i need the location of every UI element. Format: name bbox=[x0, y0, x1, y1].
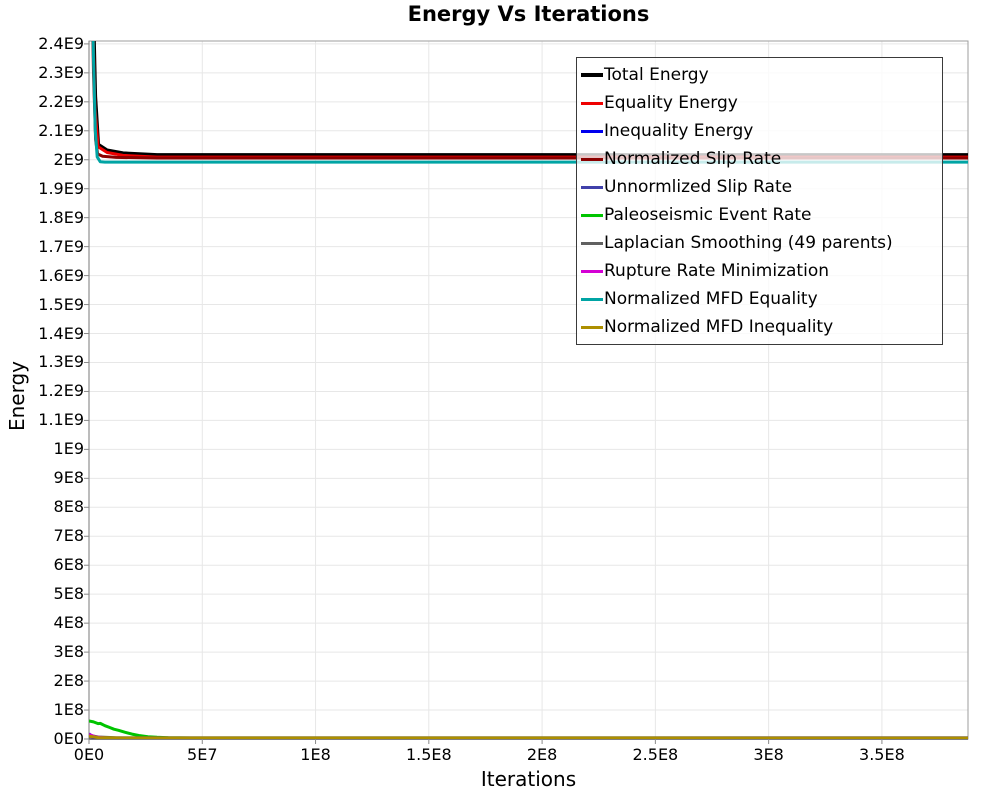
legend-item-rupture-rate-minimization: Rupture Rate Minimization bbox=[581, 257, 938, 285]
y-tick-label: 8E8 bbox=[53, 497, 84, 517]
x-tick-label: 2.5E8 bbox=[632, 745, 679, 764]
x-tick-label: 1.5E8 bbox=[405, 745, 452, 764]
legend-line-swatch-icon bbox=[581, 297, 603, 301]
legend-label: Total Energy bbox=[604, 65, 709, 85]
y-tick-label: 6E8 bbox=[53, 555, 84, 575]
legend-line-swatch-icon bbox=[581, 101, 603, 105]
legend-label: Unnormlized Slip Rate bbox=[604, 177, 793, 197]
y-tick-label: 1E8 bbox=[53, 700, 84, 720]
legend-label: Laplacian Smoothing (49 parents) bbox=[604, 233, 893, 253]
x-axis-title: Iterations bbox=[480, 767, 577, 791]
y-tick-label: 2.2E9 bbox=[38, 91, 84, 111]
legend-item-inequality-energy: Inequality Energy bbox=[581, 117, 938, 145]
x-tick-label: 0E0 bbox=[73, 745, 105, 764]
series-line-paleoseismic-event-rate bbox=[89, 719, 968, 739]
legend-item-unnormlized-slip-rate: Unnormlized Slip Rate bbox=[581, 173, 938, 201]
tick-marks bbox=[84, 43, 883, 744]
legend-label: Normalized MFD Inequality bbox=[604, 317, 834, 337]
series-line-normalized-mfd-equality bbox=[91, 41, 968, 164]
y-tick-label: 1.2E9 bbox=[38, 381, 84, 401]
legend-item-normalized-mfd-inequality: Normalized MFD Inequality bbox=[581, 313, 938, 341]
y-tick-label: 7E8 bbox=[53, 526, 84, 546]
series-line-normalized-mfd-inequality bbox=[89, 734, 968, 739]
legend-item-laplacian-smoothing-49-parents: Laplacian Smoothing (49 parents) bbox=[581, 229, 938, 257]
y-tick-label: 1.1E9 bbox=[38, 410, 84, 430]
legend-label: Rupture Rate Minimization bbox=[604, 261, 829, 281]
legend-line-swatch-icon bbox=[581, 129, 603, 133]
legend-label: Normalized MFD Equality bbox=[604, 289, 818, 309]
y-tick-label: 4E8 bbox=[53, 613, 84, 633]
legend-item-normalized-mfd-equality: Normalized MFD Equality bbox=[581, 285, 938, 313]
y-tick-label: 1.8E9 bbox=[38, 207, 84, 227]
y-tick-label: 2.1E9 bbox=[38, 120, 84, 140]
legend-item-normalized-slip-rate: Normalized Slip Rate bbox=[581, 145, 938, 173]
y-tick-label: 2.3E9 bbox=[38, 62, 84, 82]
legend-line-swatch-icon bbox=[581, 185, 603, 189]
y-tick-label: 1.9E9 bbox=[38, 178, 84, 198]
legend-label: Paleoseismic Event Rate bbox=[604, 205, 812, 225]
y-tick-label: 1.7E9 bbox=[38, 236, 84, 256]
y-tick-label: 1.6E9 bbox=[38, 265, 84, 285]
y-tick-label: 5E8 bbox=[53, 584, 84, 604]
y-axis-title: Energy bbox=[5, 360, 29, 432]
y-tick-label: 2.4E9 bbox=[38, 33, 84, 53]
legend-line-swatch-icon bbox=[581, 213, 603, 217]
legend-label: Normalized Slip Rate bbox=[604, 149, 782, 169]
x-tick-label: 1E8 bbox=[300, 745, 331, 764]
y-tick-label: 2E8 bbox=[53, 671, 84, 691]
y-tick-label: 1.3E9 bbox=[38, 352, 84, 372]
x-tick-label: 5E7 bbox=[187, 745, 218, 764]
legend-box: Total Energy Equality Energy Inequality En… bbox=[576, 57, 943, 345]
chart-title: Energy Vs Iterations bbox=[407, 2, 650, 26]
y-tick-label: 1.5E9 bbox=[38, 294, 84, 314]
x-tick-label: 3E8 bbox=[753, 745, 784, 764]
x-tick-label: 3.5E8 bbox=[859, 745, 905, 764]
y-tick-label: 1E9 bbox=[53, 439, 84, 459]
legend-line-swatch-icon bbox=[581, 241, 603, 245]
legend-line-swatch-icon bbox=[581, 157, 603, 161]
y-tick-label: 9E8 bbox=[53, 468, 84, 488]
legend-label: Equality Energy bbox=[604, 93, 738, 113]
legend-line-swatch-icon bbox=[581, 269, 603, 273]
legend-line-swatch-icon bbox=[581, 325, 603, 329]
y-tick-label: 0E0 bbox=[53, 729, 84, 748]
legend-label: Inequality Energy bbox=[604, 121, 754, 141]
y-tick-label: 3E8 bbox=[53, 642, 84, 662]
legend-line-swatch-icon bbox=[581, 73, 603, 77]
y-tick-label: 1.4E9 bbox=[38, 323, 84, 343]
x-tick-label: 2E8 bbox=[526, 745, 558, 764]
series-line-total-energy bbox=[91, 41, 968, 158]
legend-item-total-energy: Total Energy bbox=[581, 61, 938, 89]
series-lines bbox=[89, 41, 968, 739]
legend-item-paleoseismic-event-rate: Paleoseismic Event Rate bbox=[581, 201, 938, 229]
legend-item-equality-energy: Equality Energy bbox=[581, 89, 938, 117]
y-tick-label: 2E9 bbox=[53, 149, 84, 169]
